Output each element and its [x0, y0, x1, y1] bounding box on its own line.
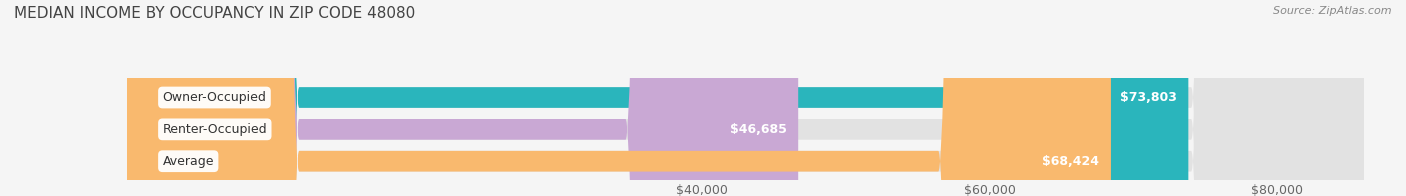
FancyBboxPatch shape: [127, 0, 1364, 196]
FancyBboxPatch shape: [127, 0, 1364, 196]
Text: Owner-Occupied: Owner-Occupied: [163, 91, 266, 104]
Text: $46,685: $46,685: [730, 123, 787, 136]
FancyBboxPatch shape: [127, 0, 1111, 196]
Text: Average: Average: [163, 155, 214, 168]
Text: Renter-Occupied: Renter-Occupied: [163, 123, 267, 136]
Text: Source: ZipAtlas.com: Source: ZipAtlas.com: [1274, 6, 1392, 16]
FancyBboxPatch shape: [127, 0, 1188, 196]
Text: $73,803: $73,803: [1121, 91, 1177, 104]
Text: $68,424: $68,424: [1042, 155, 1099, 168]
FancyBboxPatch shape: [127, 0, 799, 196]
FancyBboxPatch shape: [127, 0, 1364, 196]
Text: MEDIAN INCOME BY OCCUPANCY IN ZIP CODE 48080: MEDIAN INCOME BY OCCUPANCY IN ZIP CODE 4…: [14, 6, 415, 21]
